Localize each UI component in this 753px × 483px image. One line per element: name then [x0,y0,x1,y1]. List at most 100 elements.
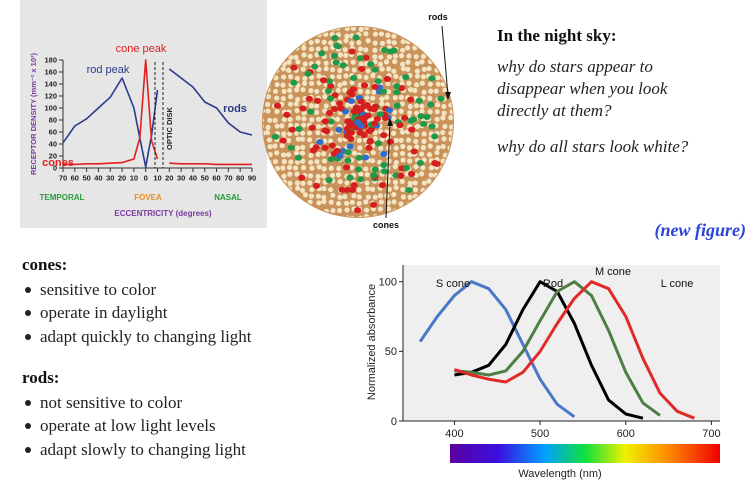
rod-cell [301,165,306,170]
rod-cell [330,215,335,220]
cone-cell [357,55,364,61]
rod-cell [400,27,405,32]
rod-cell [294,195,299,200]
x-tick-label: 30 [106,174,114,183]
cone-cell [418,113,425,119]
rod-cell [295,26,300,31]
rod-cell [301,45,306,50]
rod-cell [336,88,341,93]
rod-cell [273,199,278,204]
cone-cell [353,34,360,40]
cone-cell [411,149,418,155]
rod-cell [401,214,406,219]
rod-cell [364,95,369,100]
rod-cell [426,31,431,36]
rod-cell [450,193,455,198]
rod-cell [324,103,329,108]
rod-cell [427,152,432,157]
rod-cell [308,153,313,158]
rod-cell [344,180,349,185]
rod-cell [280,186,285,191]
rod-cell [274,193,279,198]
rod-cell [420,24,425,29]
y-tick-label: 40 [49,140,57,149]
cone-cell [437,96,444,102]
rod-cell [322,94,327,99]
rod-cell [300,137,305,142]
rod-cell [441,215,446,220]
x-tick-label: 20 [118,174,126,183]
rod-cell [316,152,321,157]
rod-cell [384,59,389,64]
rod-cell [364,214,369,219]
cone-cell [358,66,365,72]
rod-cell [301,122,306,127]
x-axis-label: ECCENTRICITY (degrees) [114,209,212,218]
rod-cell [281,96,286,101]
series-label: M cone [595,266,631,278]
y-tick-label: 160 [44,68,57,77]
rod-cell [449,165,454,170]
rod-cell [357,194,362,199]
rod-cell [373,40,378,45]
rod-cell [288,41,293,46]
rod-cell [279,41,284,46]
rod-cell [274,95,279,100]
rod-cell [415,40,420,45]
rod-cell [406,81,411,86]
rod-cell [414,201,419,206]
rod-cell [447,180,452,185]
rod-cell [275,82,280,87]
rod-cell [363,31,368,36]
rod-cell [428,48,433,53]
rod-cell [349,216,354,221]
rod-cell [337,195,342,200]
rod-cell [282,89,287,94]
rod-cell [434,25,439,30]
cone-cell [346,123,353,129]
rod-cell [420,40,425,45]
rod-cell [365,89,370,94]
cone-cell [331,35,338,41]
cone-cell [350,75,357,81]
cone-cell [380,132,387,138]
rod-cell [314,110,319,115]
rod-cell [441,200,446,205]
rod-cell [302,76,307,81]
x-tick-label: 70 [224,174,232,183]
cone-cell [386,107,393,113]
rod-cell [414,32,419,37]
series-label: S cone [436,278,470,290]
rod-cell [267,54,272,59]
cone-cell [367,61,374,67]
rod-cell [321,173,326,178]
x-axis-label: Wavelength (nm) [518,468,601,480]
night-sky: In the night sky: why do stars appear to… [497,26,689,156]
rod-cell [407,145,412,150]
rod-cell [322,158,327,163]
rod-cell [308,26,313,31]
rod-cell [330,173,335,178]
rod-cell [429,172,434,177]
rod-cell [449,109,454,114]
rod-cell [321,186,326,191]
y-tick-label: 180 [44,56,57,65]
rod-cell [315,39,320,44]
rod-cell [331,101,336,106]
rod-cell [399,138,404,143]
rod-cell [280,193,285,198]
rod-cell [400,179,405,184]
rod-cell [295,59,300,64]
rod-cell [329,200,334,205]
rod-cell [372,48,377,53]
rod-cell [308,160,313,165]
cone-cell [348,98,355,104]
rod-cell [286,152,291,157]
rod-cell [428,82,433,87]
rod-cell [293,206,298,211]
rod-cell [337,74,342,79]
rod-cell [391,199,396,204]
x-tick-label: 90 [248,174,256,183]
cone-cell [309,125,316,131]
annotation: OPTIC DISK [165,106,174,150]
